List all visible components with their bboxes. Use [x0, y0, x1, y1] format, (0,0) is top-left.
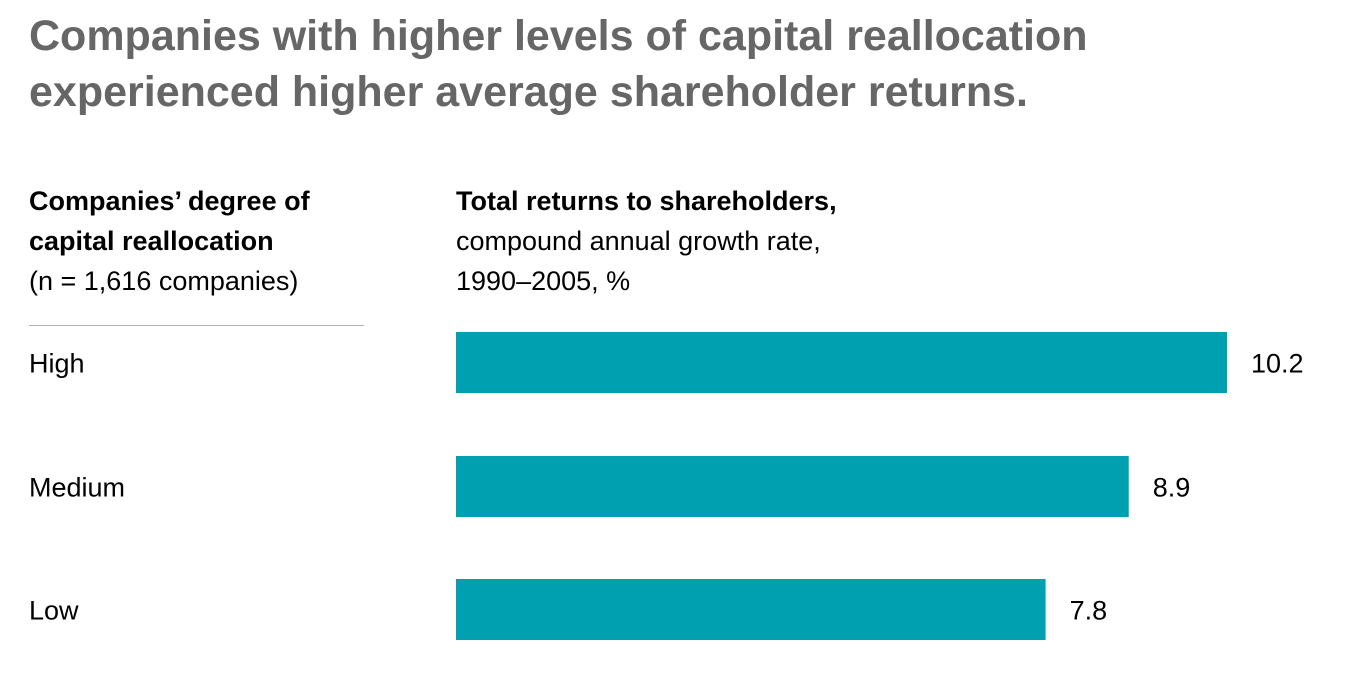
category-column-header: Companies’ degree of capital reallocatio…: [29, 181, 409, 301]
bar-low: [456, 579, 1046, 640]
value-label-high: 10.2: [1251, 349, 1304, 379]
value-column-header: Total returns to shareholders, compound …: [456, 181, 1156, 301]
chart-title: Companies with higher levels of capital …: [29, 8, 1319, 120]
value-label-medium: 8.9: [1153, 473, 1191, 503]
category-label-low: Low: [29, 596, 79, 626]
bar-medium: [456, 456, 1129, 517]
category-label-high: High: [29, 349, 85, 379]
bar-high: [456, 332, 1227, 393]
value-header-line-1: Total returns to shareholders,: [456, 186, 837, 216]
chart-title-line-1: Companies with higher levels of capital …: [29, 12, 1088, 60]
value-header-line-3: 1990–2005, %: [456, 266, 631, 296]
category-header-line-2: capital reallocation: [29, 226, 274, 256]
chart-title-line-2: experienced higher average shareholder r…: [29, 68, 1028, 116]
value-header-line-2: compound annual growth rate,: [456, 226, 821, 256]
category-label-medium: Medium: [29, 473, 125, 503]
value-label-low: 7.8: [1070, 596, 1108, 626]
category-header-note: (n = 1,616 companies): [29, 266, 299, 296]
category-header-line-1: Companies’ degree of: [29, 186, 310, 216]
header-divider: [29, 325, 364, 326]
